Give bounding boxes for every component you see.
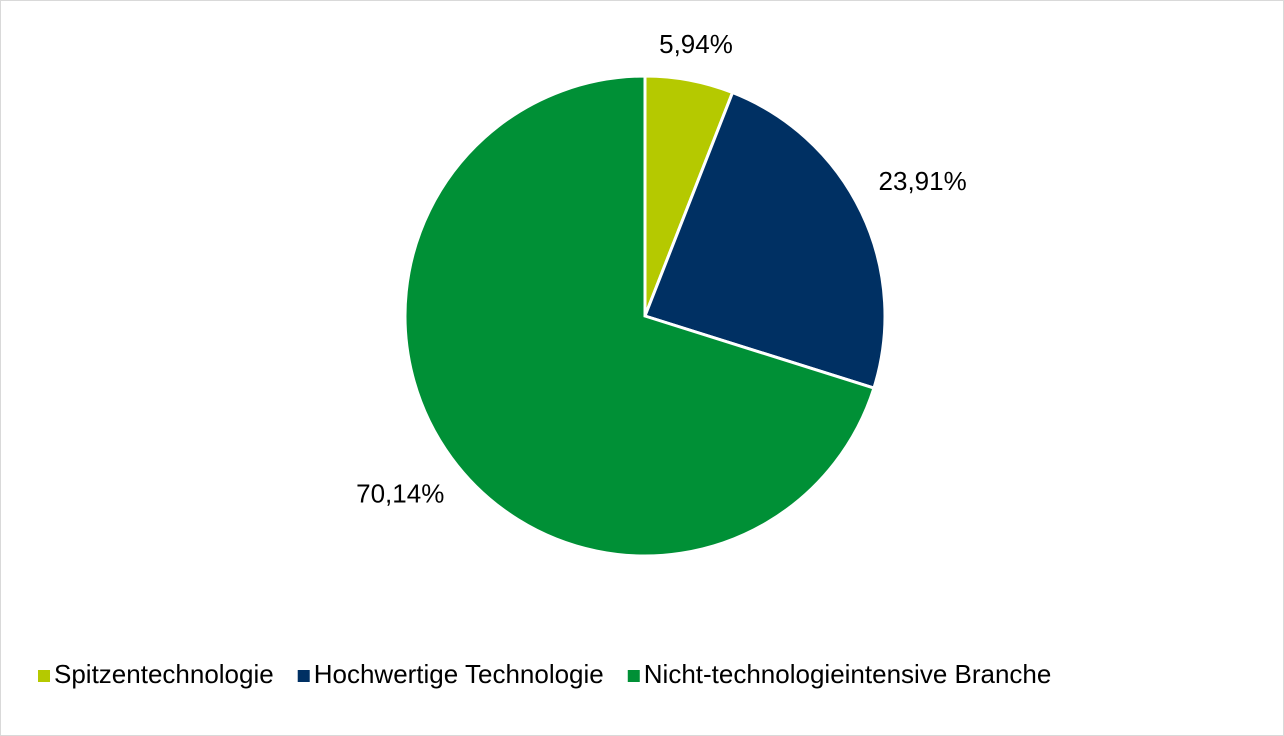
data-label: 70,14% [356, 478, 444, 508]
pie-slice [643, 90, 887, 390]
legend-label: Spitzentechnologie [54, 659, 274, 689]
legend-swatch [297, 670, 310, 682]
data-label: 5,94% [659, 29, 733, 59]
legend-label: Hochwertige Technologie [314, 659, 604, 689]
pie-slice [403, 74, 876, 558]
data-label: 23,91% [879, 166, 967, 196]
legend-swatch [38, 670, 50, 682]
legend-label: Nicht-technologieintensive Branche [644, 659, 1052, 689]
legend-swatch [627, 670, 640, 682]
